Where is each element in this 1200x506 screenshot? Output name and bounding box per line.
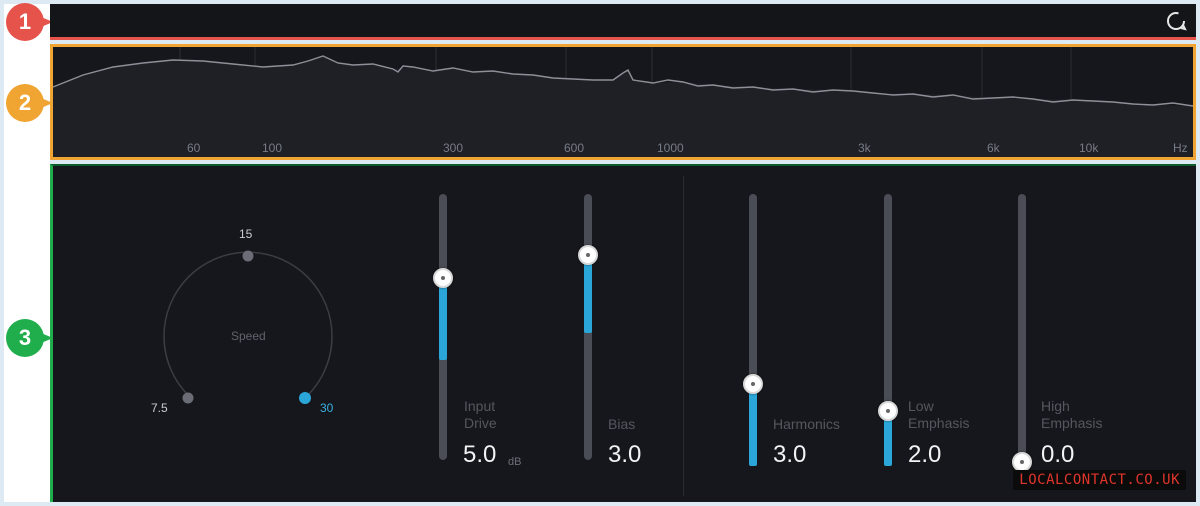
freq-label-hz: Hz (1173, 141, 1188, 155)
speed-selector[interactable]: 15 7.5 30 Speed (143, 221, 363, 421)
speed-option-30[interactable]: 30 (320, 401, 334, 415)
annotation-strip (4, 4, 50, 502)
freq-label-10k: 10k (1079, 141, 1099, 155)
low-emphasis-slider-handle[interactable] (878, 401, 898, 421)
freq-label-3k: 3k (858, 141, 871, 155)
section-divider (683, 176, 684, 496)
input-drive-slider-track[interactable] (433, 194, 453, 460)
callout-badge-2: 2 (6, 84, 53, 122)
speed-dot-7-5[interactable] (182, 392, 194, 404)
high-emphasis-value: 0.0 (1041, 441, 1075, 468)
high-emphasis-label: High Emphasis (1041, 398, 1103, 431)
harmonics-slider-handle[interactable] (743, 374, 763, 394)
refresh-icon[interactable] (1164, 9, 1188, 33)
bias-value: 3.0 (608, 441, 642, 468)
harmonics-slider-fill (749, 384, 757, 466)
speed-dot-15[interactable] (242, 250, 254, 262)
spectrum-graph (53, 47, 1193, 157)
low-emphasis-value: 2.0 (908, 441, 942, 468)
callout-badge-1: 1 (6, 3, 53, 41)
input-drive-label: Input Drive (464, 398, 497, 431)
input-drive-value: 5.0 (463, 441, 497, 468)
freq-label-1000: 1000 (657, 141, 684, 155)
harmonics-value: 3.0 (773, 441, 807, 468)
high-emphasis-slider-track[interactable] (1012, 194, 1032, 472)
watermark: LOCALCONTACT.CO.UK (1013, 470, 1186, 490)
high-emphasis-slider-handle[interactable] (1012, 452, 1032, 472)
low-emphasis-slider-track[interactable] (878, 194, 898, 466)
freq-label-300: 300 (443, 141, 464, 155)
freq-label-600: 600 (564, 141, 585, 155)
freq-label-100: 100 (262, 141, 283, 155)
bias-slider-handle[interactable] (578, 245, 598, 265)
header-toolbar (50, 4, 1196, 40)
speed-option-15[interactable]: 15 (239, 227, 253, 241)
harmonics-label: Harmonics (773, 416, 840, 432)
input-drive-unit: dB (508, 456, 522, 468)
spectrum-fill (53, 56, 1193, 157)
spectrum-analyzer: 60 100 300 600 1000 3k 6k 10k Hz (50, 44, 1196, 160)
input-drive-slider-handle[interactable] (433, 268, 453, 288)
freq-label-6k: 6k (987, 141, 1000, 155)
speed-arc (163, 251, 333, 398)
low-emphasis-label: Low Emphasis (908, 398, 970, 431)
bias-label: Bias (608, 416, 636, 432)
bias-slider-track[interactable] (578, 194, 598, 460)
bias-slider-fill (584, 253, 592, 333)
low-emphasis-slider-fill (884, 412, 892, 466)
freq-label-60: 60 (187, 141, 201, 155)
input-drive-slider-fill (439, 277, 447, 360)
callout-badge-3: 3 (6, 319, 53, 357)
harmonics-slider-track[interactable] (743, 194, 763, 466)
speed-option-7-5[interactable]: 7.5 (151, 401, 168, 415)
speed-dial (163, 250, 333, 404)
spectrum-line (53, 55, 1193, 107)
speed-dot-30[interactable] (299, 392, 311, 404)
control-panel: 15 7.5 30 Speed Input Drive 5.0 dB Bias 3… (50, 164, 1196, 502)
speed-label: Speed (231, 329, 266, 343)
